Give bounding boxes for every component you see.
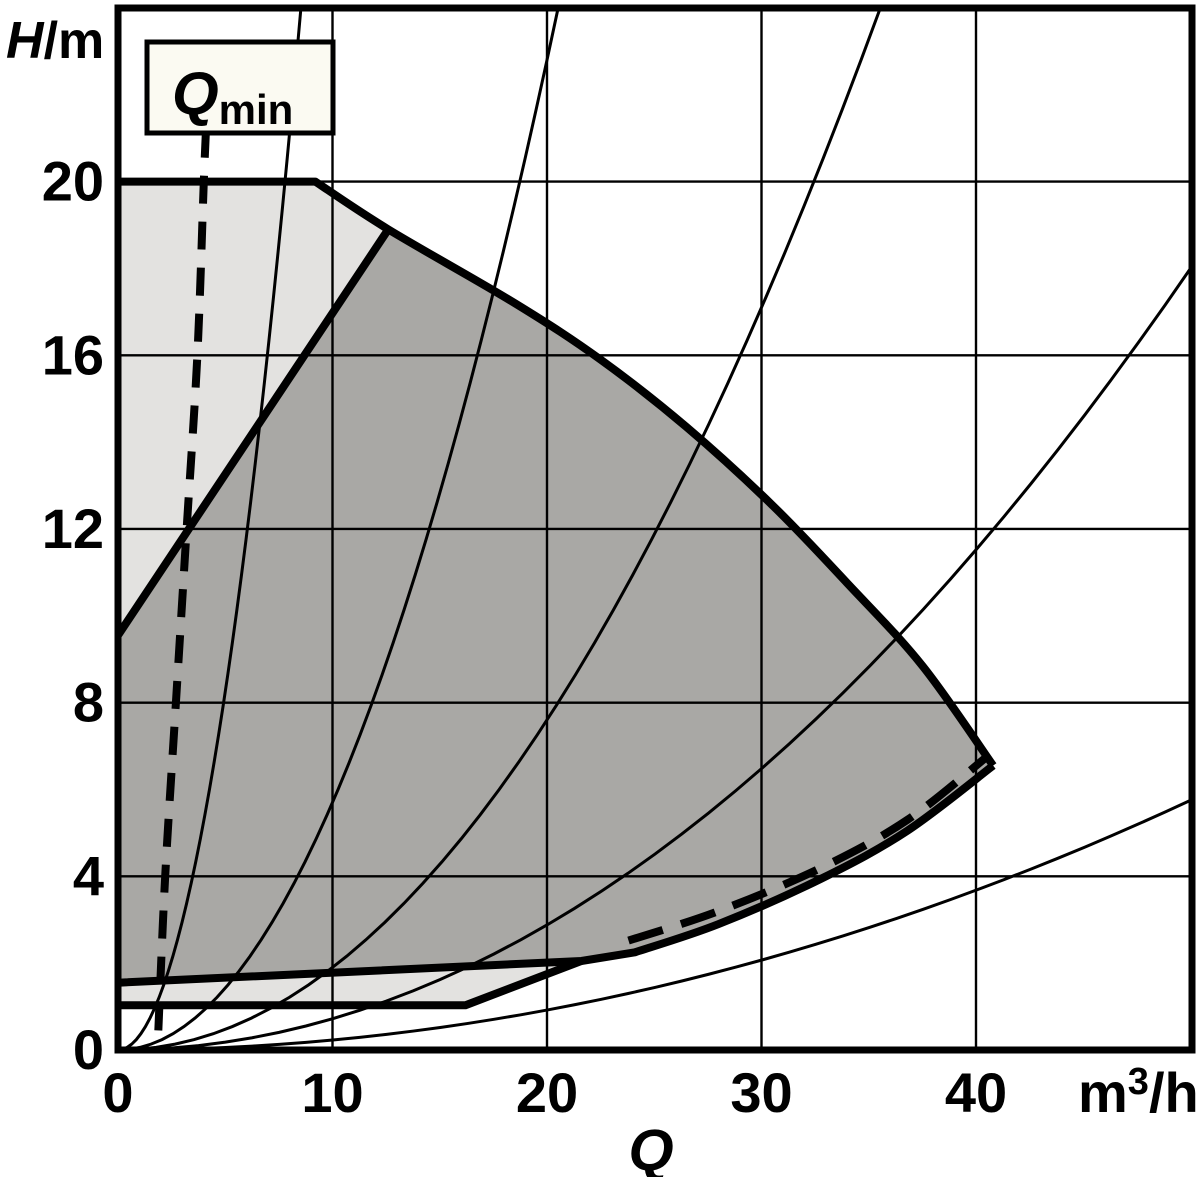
x-tick-label-30: 30: [730, 1061, 792, 1124]
system-parabola-k-0.057: [117, 7, 560, 1052]
x-axis-unit: m3/h: [1078, 1061, 1199, 1124]
system-parabolas-layer: [117, 7, 1194, 1052]
min-speed-upper-boundary: [114, 227, 392, 638]
y-tick-label-0: 0: [73, 1018, 104, 1081]
plot-border-layer: [114, 4, 1196, 1054]
x-tick-label-20: 20: [516, 1061, 578, 1124]
system-parabola-k-0.33: [117, 7, 303, 1052]
qmin-limit-dashed-line-lower: [627, 753, 990, 945]
x-tick-label-10: 10: [301, 1061, 363, 1124]
qmin-label: Qmin: [172, 60, 293, 133]
y-tick-label-12: 12: [42, 497, 104, 560]
qmin-limit-dashed-line: [154, 120, 211, 1031]
y-tick-label-8: 8: [73, 671, 104, 734]
system-parabola-k-0.019: [117, 7, 882, 1052]
grid-layer: [118, 8, 1192, 1050]
envelope-curves-layer: [114, 177, 997, 1010]
plot-border: [114, 4, 1196, 1054]
system-parabola-k-0.0023: [117, 798, 1193, 1052]
x-tick-label-0: 0: [102, 1061, 133, 1124]
y-tick-label-16: 16: [42, 323, 104, 386]
envelope-lower-light-region: [118, 960, 582, 1006]
x-tick-label-40: 40: [945, 1061, 1007, 1124]
y-tick-label-20: 20: [42, 150, 104, 213]
max-speed-curve: [118, 177, 997, 768]
qmin-dashed-layer: [154, 120, 990, 1031]
qmin-label-box: Qmin: [144, 39, 336, 136]
tick-labels-layer: 0 4 8 12 16 20 0 10 20 30 40: [42, 150, 1007, 1124]
y-tick-label-4: 4: [73, 844, 104, 907]
system-parabola-k-0.0072: [117, 265, 1194, 1052]
control-range-bottom-boundary: [117, 762, 996, 987]
envelope-bottom-boundary: [118, 957, 583, 1010]
y-axis-title: H/m: [6, 12, 104, 70]
x-axis-title: Q: [628, 1118, 673, 1177]
